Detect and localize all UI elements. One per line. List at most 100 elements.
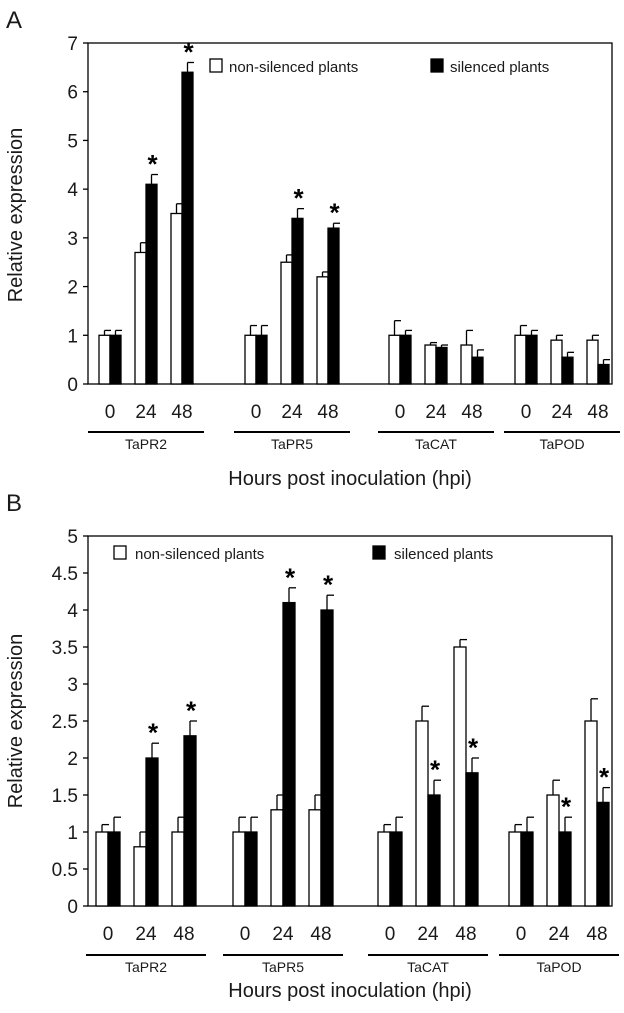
significance-marker: * <box>430 755 441 785</box>
y-tick-label: 1 <box>67 823 78 844</box>
x-tick-label: 0 <box>385 924 396 945</box>
legend-entry: non-silenced plants <box>229 59 358 76</box>
significance-marker: * <box>599 762 610 792</box>
x-tick-label: 48 <box>310 924 331 945</box>
y-axis-label: Relative expression <box>5 634 27 809</box>
bar <box>514 334 527 385</box>
legend-swatch <box>430 58 444 73</box>
bar <box>308 809 322 907</box>
group-label: TaPR5 <box>271 436 313 452</box>
x-tick-label: 48 <box>171 402 192 423</box>
x-tick-label: 24 <box>281 402 303 423</box>
y-tick-label: 2 <box>67 278 78 299</box>
x-tick-label: 0 <box>251 402 262 423</box>
y-tick-label: 1 <box>67 326 78 347</box>
bar <box>558 831 572 907</box>
bar <box>183 735 197 907</box>
y-tick-label: 3 <box>67 229 78 250</box>
y-tick-label: 0.5 <box>52 860 78 881</box>
x-tick-label: 48 <box>587 402 608 423</box>
legend-swatch <box>209 58 223 73</box>
legend-entry: silenced plants <box>394 546 493 563</box>
bar <box>109 334 122 385</box>
plot-frame <box>87 42 613 385</box>
bar <box>98 334 111 385</box>
bar <box>586 339 599 385</box>
significance-marker: * <box>147 149 158 179</box>
bar <box>546 794 560 907</box>
significance-marker: * <box>186 696 197 726</box>
y-tick-label: 3.5 <box>52 638 78 659</box>
bar <box>460 344 473 385</box>
y-tick-label: 4 <box>67 180 78 201</box>
x-axis-label: Hours post inoculation (hpi) <box>228 468 471 490</box>
x-tick-label: 24 <box>548 924 570 945</box>
legend-entry: silenced plants <box>450 59 549 76</box>
bar <box>596 801 610 907</box>
y-tick-label: 5 <box>67 527 78 548</box>
significance-marker: * <box>183 37 194 67</box>
bar <box>550 339 563 385</box>
x-tick-label: 48 <box>173 924 194 945</box>
legend-entry: non-silenced plants <box>135 546 264 563</box>
group-label: TaPR2 <box>125 959 167 975</box>
panel-label: A <box>6 7 22 34</box>
significance-marker: * <box>148 718 159 748</box>
bar <box>171 831 185 907</box>
bar <box>134 251 147 385</box>
bar <box>399 334 412 385</box>
x-tick-label: 24 <box>135 402 157 423</box>
y-tick-label: 4 <box>67 601 78 622</box>
bar <box>107 831 121 907</box>
x-tick-label: 24 <box>272 924 294 945</box>
significance-marker: * <box>285 562 296 592</box>
bar <box>377 831 391 907</box>
panel-label: B <box>6 490 22 517</box>
bar <box>415 720 429 907</box>
x-tick-label: 0 <box>105 402 116 423</box>
bar <box>133 846 147 907</box>
bar <box>525 334 538 385</box>
bar <box>170 212 183 385</box>
x-tick-label: 24 <box>551 402 573 423</box>
panel-a: A 0 1 2 3 4 5 6 7 Relative expression Hours post i… <box>5 7 620 490</box>
legend-swatch <box>113 545 127 560</box>
bar <box>435 346 448 385</box>
x-tick-label: 24 <box>417 924 439 945</box>
x-tick-label: 0 <box>240 924 251 945</box>
bar <box>145 757 159 907</box>
x-tick-label: 0 <box>103 924 114 945</box>
significance-marker: * <box>293 183 304 213</box>
bar <box>244 334 257 385</box>
x-tick-label: 0 <box>521 402 532 423</box>
bar <box>453 646 467 907</box>
x-tick-label: 24 <box>135 924 157 945</box>
x-tick-label: 48 <box>455 924 476 945</box>
x-tick-label: 48 <box>317 402 338 423</box>
x-tick-label: 24 <box>425 402 447 423</box>
significance-marker: * <box>468 733 479 763</box>
bar <box>282 601 296 907</box>
bar <box>255 334 268 385</box>
x-tick-label: 48 <box>586 924 607 945</box>
y-tick-label: 2 <box>67 749 78 770</box>
bar <box>270 809 284 907</box>
bar <box>320 609 334 907</box>
bar <box>471 356 484 385</box>
bar <box>424 344 437 385</box>
y-tick-label: 0 <box>67 375 78 396</box>
bar <box>388 334 401 385</box>
group-label: TaPOD <box>536 959 581 975</box>
bar <box>465 772 479 907</box>
y-tick-label: 3 <box>67 675 78 696</box>
bar <box>597 363 610 385</box>
group-label: TaPR2 <box>125 436 167 452</box>
y-axis-label: Relative expression <box>5 128 27 303</box>
group-label: TaCAT <box>415 436 457 452</box>
bar <box>561 356 574 385</box>
y-tick-label: 5 <box>67 131 78 152</box>
y-tick-label: 0 <box>67 897 78 918</box>
bar <box>280 261 293 385</box>
bar <box>389 831 403 907</box>
